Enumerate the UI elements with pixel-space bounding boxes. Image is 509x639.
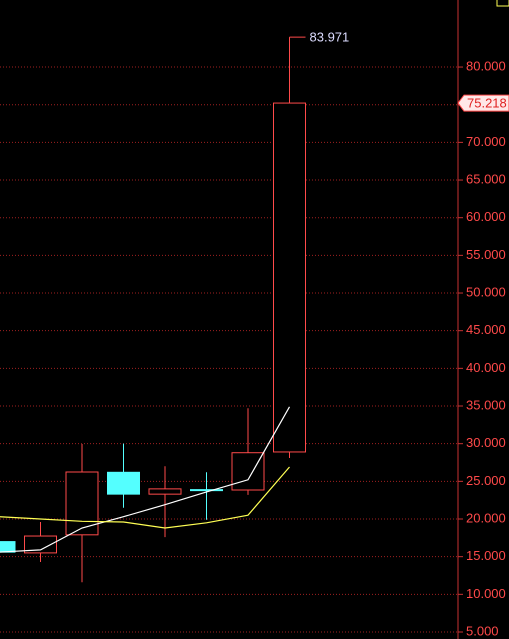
y-tick-label: 30.000	[466, 435, 506, 450]
candle-body	[148, 488, 182, 495]
y-tick-label: 5.000	[466, 623, 499, 638]
candle-body	[273, 102, 306, 453]
y-tick-label: 70.000	[466, 134, 506, 149]
y-tick-label: 60.000	[466, 209, 506, 224]
y-tick-label: 45.000	[466, 322, 506, 337]
y-tick-label: 65.000	[466, 171, 506, 186]
y-tick-label: 35.000	[466, 397, 506, 412]
candle-body	[24, 535, 57, 554]
y-tick-label: 55.000	[466, 247, 506, 262]
candle-body	[65, 471, 99, 536]
y-tick-label: 40.000	[466, 360, 506, 375]
price-tag	[457, 94, 509, 112]
price-tag-label: 75.218	[467, 96, 507, 111]
y-tick-label: 25.000	[466, 473, 506, 488]
corner-box	[496, 0, 509, 7]
candle-body	[0, 541, 16, 553]
candle-body	[107, 471, 140, 495]
high-label: 83.971	[310, 30, 350, 45]
y-tick-label: 80.000	[466, 58, 506, 73]
candle-body	[231, 452, 265, 491]
y-tick-label: 10.000	[466, 586, 506, 601]
y-tick-label: 20.000	[466, 510, 506, 525]
y-tick-label: 15.000	[466, 548, 506, 563]
moving-average	[0, 466, 290, 529]
y-tick-label: 50.000	[466, 284, 506, 299]
candle-body	[190, 489, 223, 492]
moving-average	[0, 406, 291, 553]
